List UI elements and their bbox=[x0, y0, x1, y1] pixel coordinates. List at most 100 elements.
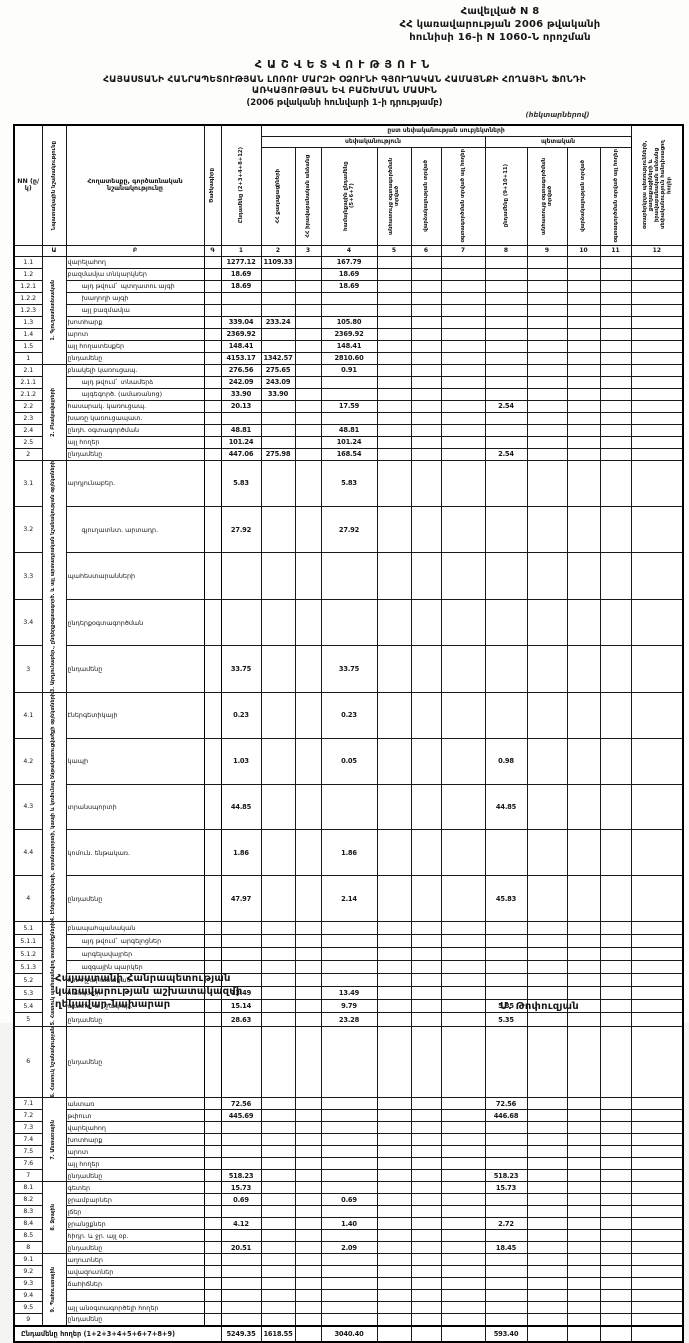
value-cell-col11 bbox=[599, 1012, 632, 1027]
value-cell-col11 bbox=[599, 1181, 632, 1195]
value-cell-col11 bbox=[599, 645, 632, 693]
value-cell-col1: 4.12 bbox=[220, 1217, 262, 1231]
code-cell bbox=[203, 1205, 222, 1219]
code-cell bbox=[203, 459, 222, 507]
value-cell-col6 bbox=[410, 934, 442, 949]
value-cell-col1 bbox=[220, 921, 262, 936]
value-cell-col1: 1277.12 bbox=[220, 255, 262, 269]
row-number-cell: 8.3 bbox=[13, 1205, 43, 1219]
code-cell bbox=[203, 1289, 222, 1303]
code-cell bbox=[203, 1265, 222, 1279]
value-cell-col6 bbox=[410, 999, 442, 1014]
grand-total-value-col8: 593.40 bbox=[484, 1324, 528, 1343]
code-cell bbox=[203, 875, 222, 923]
value-cell-col6 bbox=[410, 645, 442, 693]
value-cell-col12 bbox=[630, 363, 684, 377]
value-cell-col2 bbox=[260, 1109, 296, 1123]
value-cell-col3 bbox=[294, 1313, 322, 1327]
row-number-cell: 3 bbox=[13, 645, 43, 693]
value-cell-col11 bbox=[599, 399, 632, 413]
value-cell-col2: 275.65 bbox=[260, 363, 296, 377]
section-label-cell: 9. Պահուստային bbox=[41, 1253, 67, 1327]
value-cell-col1 bbox=[220, 411, 262, 425]
value-cell-col10 bbox=[566, 1169, 601, 1183]
value-cell-col3 bbox=[294, 829, 322, 877]
value-cell-col8 bbox=[484, 411, 528, 425]
value-cell-col4 bbox=[320, 947, 378, 962]
value-cell-col8 bbox=[484, 1301, 528, 1315]
table-body: 1.1 1. Գյուղատնտեսական վարելահող 1277.12 110… bbox=[13, 255, 684, 1343]
value-cell-col10 bbox=[566, 960, 601, 975]
value-cell-col2 bbox=[260, 423, 296, 437]
value-cell-col9 bbox=[526, 986, 568, 1001]
value-cell-col1 bbox=[220, 291, 262, 305]
value-cell-col7 bbox=[440, 947, 486, 962]
value-cell-col3 bbox=[294, 986, 322, 1001]
value-cell-col11 bbox=[599, 1277, 632, 1291]
value-cell-col2 bbox=[260, 339, 296, 353]
value-cell-col10 bbox=[566, 1277, 601, 1291]
value-cell-col3 bbox=[294, 505, 322, 554]
value-cell-col12 bbox=[630, 552, 684, 600]
value-cell-col5 bbox=[376, 934, 412, 949]
value-cell-col2 bbox=[260, 1205, 296, 1219]
value-cell-col10 bbox=[566, 459, 601, 507]
value-cell-col8: 2.72 bbox=[484, 1217, 528, 1231]
header-ownership-group: սեփականություն bbox=[260, 135, 486, 148]
value-cell-col11 bbox=[599, 315, 632, 329]
code-cell bbox=[203, 1169, 222, 1183]
value-cell-col9 bbox=[526, 783, 568, 831]
value-cell-col11 bbox=[599, 505, 632, 554]
value-cell-col7 bbox=[440, 303, 486, 317]
value-cell-col3 bbox=[294, 921, 322, 936]
code-cell bbox=[203, 423, 222, 437]
value-cell-col10 bbox=[566, 387, 601, 401]
value-cell-col1: 48.81 bbox=[220, 423, 262, 437]
value-cell-col7 bbox=[440, 1121, 486, 1135]
value-cell-col3 bbox=[294, 1265, 322, 1279]
value-cell-col2 bbox=[260, 411, 296, 425]
value-cell-col6 bbox=[410, 267, 442, 281]
col-num: 7 bbox=[440, 244, 486, 257]
row-label-cell: վարելահող bbox=[65, 255, 205, 269]
column-header-c5: անհատույց օգտագործման տրված bbox=[376, 146, 412, 246]
value-cell-col12 bbox=[630, 737, 684, 785]
value-cell-col11 bbox=[599, 973, 632, 988]
row-number-cell: 8.1 bbox=[13, 1181, 43, 1195]
value-cell-col6 bbox=[410, 1097, 442, 1111]
value-cell-col8 bbox=[484, 1157, 528, 1171]
value-cell-col1: 276.56 bbox=[220, 363, 262, 377]
row-number-cell: 1.3 bbox=[13, 315, 43, 329]
value-cell-col4 bbox=[320, 1097, 378, 1111]
value-cell-col9 bbox=[526, 1277, 568, 1291]
value-cell-col8 bbox=[484, 829, 528, 877]
row-label-cell: արոտ bbox=[65, 1145, 205, 1159]
grand-total-value-col3 bbox=[294, 1324, 322, 1343]
value-cell-col11 bbox=[599, 737, 632, 785]
row-number-cell: 5.4 bbox=[13, 999, 43, 1014]
value-cell-col8 bbox=[484, 339, 528, 353]
value-cell-col9 bbox=[526, 1097, 568, 1111]
value-cell-col11 bbox=[599, 552, 632, 600]
title-line1: ՀԱՅԱՍՏԱՆԻ ՀԱՆՐԱՊԵՏՈՒԹՅԱՆ ԼՈՌՈՒ ՄԱՐԶԻ ՕՁՈ… bbox=[103, 74, 586, 85]
table-row: 1.2 բազմամյա տնկարկներ 18.69 18.69 bbox=[13, 267, 684, 281]
value-cell-col7 bbox=[440, 986, 486, 1001]
subtotal-row: 9 ընդամենը bbox=[13, 1313, 684, 1327]
value-cell-col9 bbox=[526, 737, 568, 785]
value-cell-col5 bbox=[376, 1265, 412, 1279]
value-cell-col7 bbox=[440, 399, 486, 413]
value-cell-col9 bbox=[526, 315, 568, 329]
value-cell-col5 bbox=[376, 315, 412, 329]
value-cell-col3 bbox=[294, 327, 322, 341]
value-cell-col9 bbox=[526, 1109, 568, 1123]
value-cell-col1: 1.86 bbox=[220, 829, 262, 877]
row-number-cell: 2.2 bbox=[13, 399, 43, 413]
value-cell-col9 bbox=[526, 435, 568, 449]
value-cell-col12 bbox=[630, 267, 684, 281]
value-cell-col2 bbox=[260, 279, 296, 293]
value-cell-col8 bbox=[484, 1277, 528, 1291]
value-cell-col8 bbox=[484, 552, 528, 600]
value-cell-col5 bbox=[376, 339, 412, 353]
value-cell-col8 bbox=[484, 1229, 528, 1243]
row-number-cell: 1.2.2 bbox=[13, 291, 43, 305]
